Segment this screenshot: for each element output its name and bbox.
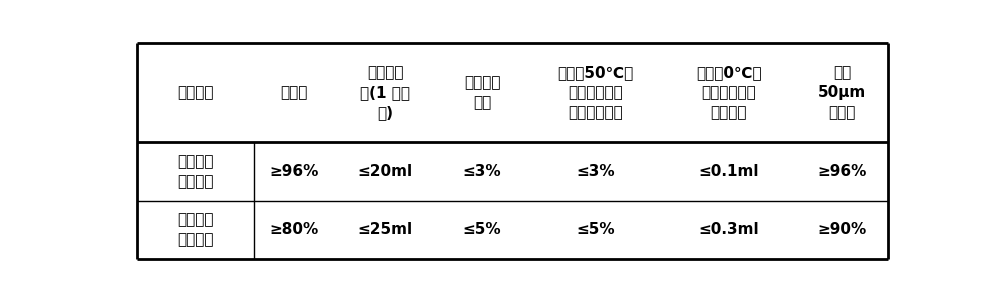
Text: ≤3%: ≤3% <box>576 164 615 179</box>
Text: 本发明所
有实施例: 本发明所 有实施例 <box>177 154 213 189</box>
Text: ≥90%: ≥90% <box>817 222 867 237</box>
Text: 悬浮率: 悬浮率 <box>281 85 308 100</box>
Text: 持久起泡
性(1 分钟
后): 持久起泡 性(1 分钟 后) <box>360 65 410 120</box>
Text: ≥80%: ≥80% <box>270 222 319 237</box>
Text: 技术指标: 技术指标 <box>177 85 213 100</box>
Text: ≤3%: ≤3% <box>463 164 502 179</box>
Text: 热贮（50℃）
稳定性（有效
成分分解率）: 热贮（50℃） 稳定性（有效 成分分解率） <box>557 65 633 120</box>
Text: ≥96%: ≥96% <box>270 164 319 179</box>
Text: ≤0.1ml: ≤0.1ml <box>698 164 759 179</box>
Text: 倾倒后残
余物: 倾倒后残 余物 <box>464 75 500 110</box>
Text: 通过
50μm
试验筛: 通过 50μm 试验筛 <box>818 65 866 120</box>
Text: 低温（0℃）
稳定性（离析
物体积）: 低温（0℃） 稳定性（离析 物体积） <box>696 65 762 120</box>
Text: ≤20ml: ≤20ml <box>358 164 413 179</box>
Text: ≤0.3ml: ≤0.3ml <box>698 222 759 237</box>
Text: ≤5%: ≤5% <box>463 222 502 237</box>
Text: ≥96%: ≥96% <box>817 164 867 179</box>
Text: ≤25ml: ≤25ml <box>358 222 413 237</box>
Text: 农药产品
规格要求: 农药产品 规格要求 <box>177 213 213 247</box>
Text: ≤5%: ≤5% <box>576 222 615 237</box>
